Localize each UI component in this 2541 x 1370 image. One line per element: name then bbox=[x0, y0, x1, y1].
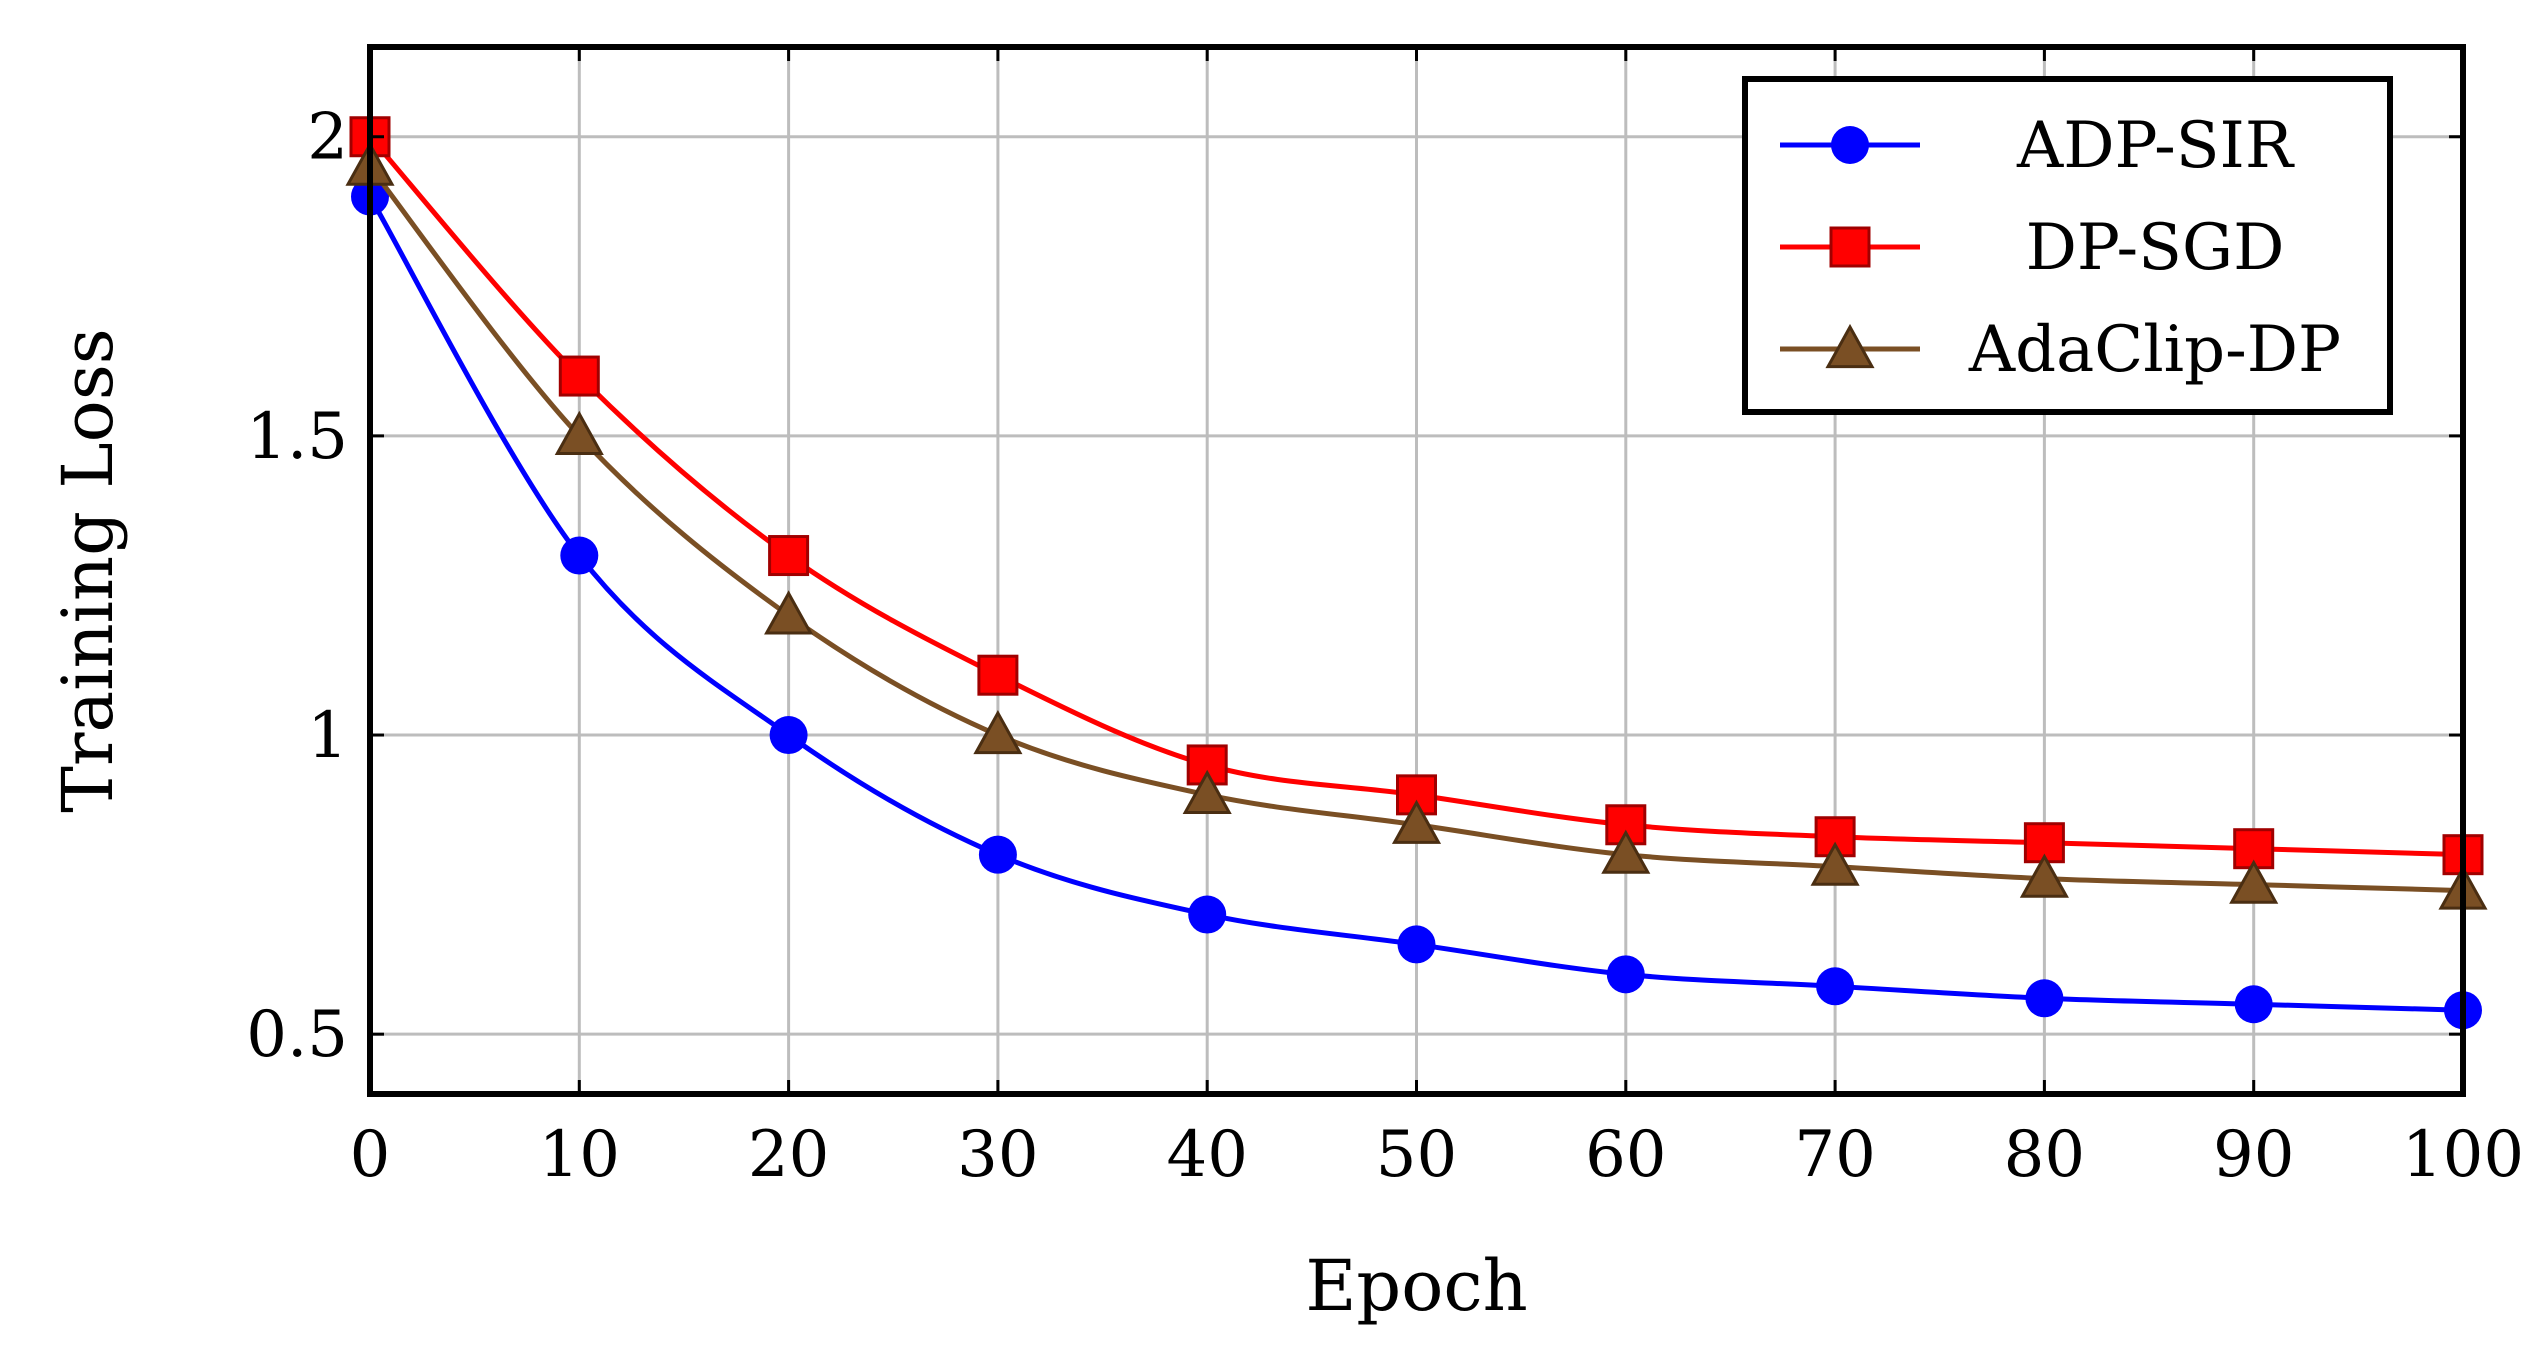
y-axis-title: Training Loss bbox=[47, 328, 129, 812]
legend-marker bbox=[1831, 126, 1869, 164]
data-point-adaclip-dp-20 bbox=[764, 590, 814, 635]
legend-marker bbox=[1825, 323, 1875, 369]
x-axis-title: Epoch bbox=[1305, 1245, 1527, 1327]
x-tick-label: 50 bbox=[1376, 1118, 1457, 1192]
data-point-adp-sir-10 bbox=[560, 536, 599, 575]
data-point-dp-sgd-20 bbox=[768, 535, 810, 577]
x-tick-label: 10 bbox=[539, 1118, 620, 1192]
legend-marker bbox=[1829, 226, 1871, 268]
y-tick-label: 2 bbox=[307, 101, 348, 175]
y-tick-label: 1 bbox=[307, 699, 348, 773]
x-tick-label: 0 bbox=[350, 1118, 391, 1192]
x-tick-label: 20 bbox=[748, 1118, 829, 1192]
data-point-adaclip-dp-70 bbox=[1810, 841, 1860, 886]
x-tick-label: 80 bbox=[2004, 1118, 2085, 1192]
data-point-adp-sir-30 bbox=[978, 835, 1017, 874]
data-point-adp-sir-50 bbox=[1397, 925, 1436, 964]
y-tick-labels: 0.5 1 1.5 2 bbox=[246, 101, 2463, 1072]
data-point-adp-sir-80 bbox=[2025, 979, 2064, 1018]
series-line-adaclip-dp bbox=[368, 165, 2464, 894]
legend-label: AdaClip-DP bbox=[1968, 313, 2341, 387]
data-point-dp-sgd-30 bbox=[977, 654, 1019, 696]
data-point-adaclip-dp-40 bbox=[1182, 769, 1232, 814]
y-tick-label: 0.5 bbox=[246, 998, 348, 1072]
x-tick-label: 90 bbox=[2213, 1118, 2294, 1192]
legend-label: ADP-SIR bbox=[2016, 109, 2295, 183]
data-point-adp-sir-70 bbox=[1816, 967, 1855, 1006]
legend-item-adp-sir: ADP-SIR bbox=[1780, 109, 2295, 183]
legend-item-dp-sgd: DP-SGD bbox=[1780, 211, 2284, 285]
legend-label: DP-SGD bbox=[2026, 211, 2285, 285]
legend-item-adaclip-dp: AdaClip-DP bbox=[1780, 313, 2341, 387]
data-point-dp-sgd-10 bbox=[558, 355, 600, 397]
data-point-adaclip-dp-30 bbox=[973, 709, 1023, 755]
data-point-adaclip-dp-60 bbox=[1601, 829, 1651, 874]
series-line-dp-sgd bbox=[368, 135, 2464, 858]
data-point-adaclip-dp-10 bbox=[554, 410, 604, 455]
data-point-dp-sgd-90 bbox=[2233, 828, 2275, 870]
data-point-adaclip-dp-90 bbox=[2229, 859, 2279, 904]
x-tick-labels: 0 10 20 30 40 50 60 70 80 90 100 bbox=[350, 47, 2524, 1192]
series-adp-sir bbox=[351, 177, 2482, 1030]
x-tick-label: 100 bbox=[2402, 1118, 2524, 1192]
x-tick-label: 30 bbox=[957, 1118, 1038, 1192]
series-line-adp-sir bbox=[367, 195, 2464, 1013]
data-point-adp-sir-40 bbox=[1188, 895, 1227, 934]
data-point-adp-sir-90 bbox=[2234, 985, 2273, 1024]
legend: ADP-SIR DP-SGD AdaClip-DP bbox=[1742, 76, 2393, 415]
x-tick-label: 40 bbox=[1166, 1118, 1247, 1192]
data-point-adaclip-dp-80 bbox=[2019, 853, 2069, 898]
y-tick-label: 1.5 bbox=[246, 400, 348, 474]
data-point-adp-sir-60 bbox=[1606, 955, 1645, 994]
data-point-adp-sir-20 bbox=[769, 716, 808, 755]
data-point-adaclip-dp-50 bbox=[1391, 799, 1442, 844]
x-tick-label: 70 bbox=[1794, 1118, 1875, 1192]
x-tick-label: 60 bbox=[1585, 1118, 1666, 1192]
